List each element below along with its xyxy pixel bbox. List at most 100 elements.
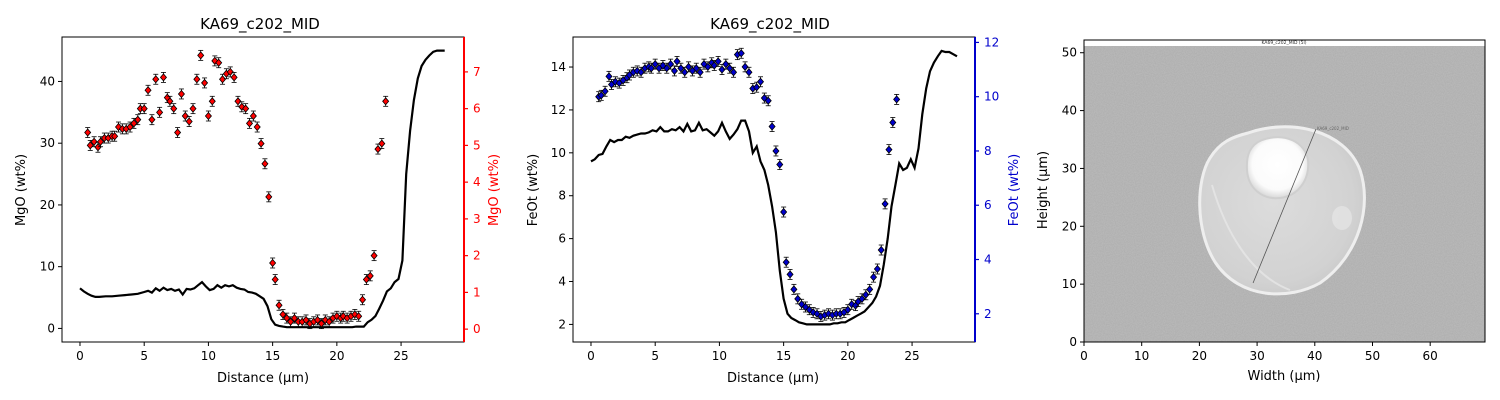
- bse-image: KA69_c202_MID (5l) KA69_c202_MID: [1084, 40, 1485, 342]
- y-tick-label: 30: [40, 136, 55, 150]
- data-point: [866, 283, 874, 295]
- y-right-tick-label: 8: [984, 144, 992, 158]
- y-tick-label: 10: [551, 146, 566, 160]
- panel-feot: KA69_c202_MID 0 5 10 15 20 25 2 4 6 8 10 12 14 2 4 6 8…: [526, 15, 1022, 386]
- data-point: [374, 143, 382, 155]
- data-point: [817, 311, 825, 322]
- data-point: [836, 308, 844, 320]
- data-point: [601, 85, 609, 97]
- data-point: [84, 127, 92, 138]
- x-tick-label: 5: [651, 349, 659, 363]
- panel-mgo: KA69_c202_MID 0 5 10 15 20 25 0 10 20 30 40 0 1 2 3 4…: [14, 15, 502, 386]
- data-point: [333, 310, 341, 322]
- vapor-bubble: [1245, 136, 1310, 200]
- x-tick-label: 10: [712, 349, 727, 363]
- y-tick-label: 50: [1062, 46, 1077, 60]
- data-point: [265, 191, 273, 203]
- data-point: [245, 117, 254, 129]
- y-right-tick-label: 6: [984, 198, 992, 212]
- y-right-tick-label: 10: [984, 90, 999, 104]
- data-point: [261, 158, 269, 170]
- data-point: [177, 88, 185, 100]
- data-point: [844, 304, 852, 316]
- data-point: [366, 270, 374, 282]
- y-tick-label: 0: [47, 321, 55, 335]
- melt-inclusion: [1198, 125, 1366, 296]
- data-point: [794, 293, 802, 305]
- data-point: [90, 136, 98, 148]
- data-point: [253, 121, 261, 133]
- data-point: [370, 250, 378, 262]
- y-tick-label: 2: [558, 317, 566, 331]
- y-axis-right: 2 4 6 8 10 12: [975, 35, 999, 321]
- data-point: [144, 84, 152, 96]
- y-right-tick-label: 6: [473, 102, 481, 116]
- data-point: [208, 95, 216, 107]
- y-axis-label: MgO (wt%): [14, 154, 29, 226]
- data-point: [862, 289, 870, 301]
- y-axis-left: 2 4 6 8 10 12 14: [551, 60, 573, 331]
- y-tick-label: 40: [1062, 104, 1077, 118]
- x-tick-label: 60: [1423, 349, 1438, 363]
- data-point: [181, 110, 189, 122]
- x-tick-label: 30: [1249, 349, 1264, 363]
- bright-spot: [1332, 206, 1352, 230]
- y-tick-label: 6: [558, 232, 566, 246]
- data-point: [219, 73, 227, 85]
- data-point: [249, 110, 257, 122]
- x-tick-label: 0: [76, 349, 84, 363]
- data-point: [681, 66, 689, 78]
- data-point: [234, 95, 242, 107]
- data-point: [714, 56, 722, 67]
- data-point: [321, 314, 329, 326]
- data-point: [813, 308, 821, 320]
- transect-label: KA69_c202_MID: [1317, 126, 1349, 131]
- data-point: [355, 310, 363, 322]
- x-axis: 0 10 20 30 40 50 60: [1080, 342, 1438, 363]
- chart-title: KA69_c202_MID: [200, 15, 320, 34]
- x-tick-label: 5: [140, 349, 148, 363]
- y-tick-label: 40: [40, 74, 55, 88]
- data-point: [269, 257, 277, 269]
- data-point: [337, 312, 345, 324]
- x-tick-label: 10: [201, 349, 216, 363]
- data-point: [756, 76, 765, 88]
- x-tick-label: 20: [840, 349, 855, 363]
- y-right-tick-label: 1: [473, 285, 481, 299]
- data-point: [885, 144, 893, 156]
- x-tick-label: 25: [393, 349, 408, 363]
- x-tick-label: 50: [1365, 349, 1380, 363]
- data-point: [283, 312, 291, 324]
- data-point: [848, 298, 856, 310]
- data-point: [152, 73, 160, 85]
- data-point: [189, 103, 197, 115]
- data-point: [339, 310, 347, 322]
- data-point: [782, 256, 790, 268]
- data-point: [776, 159, 784, 170]
- x-tick-label: 25: [904, 349, 919, 363]
- x-tick-label: 20: [329, 349, 344, 363]
- y-axis-right-label: MgO (wt%): [487, 154, 502, 226]
- image-caption-bar: [1084, 40, 1485, 46]
- data-point: [673, 56, 681, 67]
- y-right-tick-label: 3: [473, 212, 481, 226]
- x-axis: 0 5 10 15 20 25: [76, 342, 409, 363]
- x-axis: 0 5 10 15 20 25: [587, 342, 920, 363]
- data-point: [832, 308, 840, 320]
- y-axis-label: FeOt (wt%): [526, 154, 541, 226]
- data-point: [204, 110, 212, 122]
- data-point: [764, 95, 772, 107]
- axes-frame: [1083, 39, 1486, 343]
- data-point: [710, 60, 718, 71]
- panel-bse-image: KA69_c202_MID (5l) KA69_c202_MID 0 10 20 30…: [1036, 39, 1486, 384]
- data-point: [790, 283, 798, 295]
- y-tick-label: 14: [551, 60, 566, 74]
- data-point: [197, 49, 205, 61]
- y-axis-label: Height (µm): [1036, 151, 1051, 229]
- y-tick-label: 30: [1062, 161, 1077, 175]
- y-tick-label: 20: [40, 198, 55, 212]
- data-point: [696, 66, 704, 78]
- y-tick-label: 4: [558, 275, 566, 289]
- y-axis-left: 0 10 20 30 40: [40, 74, 62, 335]
